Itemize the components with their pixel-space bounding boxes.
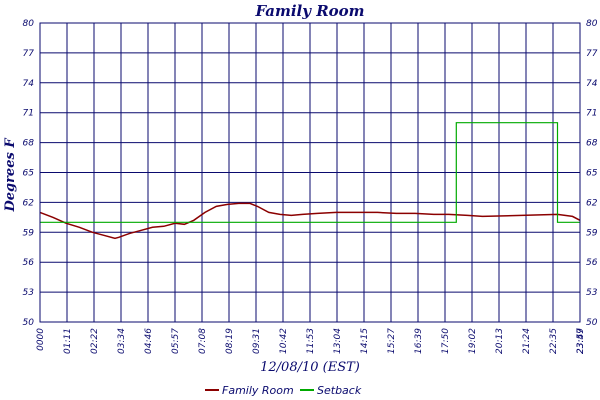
x-axis: 0000 01:11 02:22 03:34 04:46 05:57 07:08 08:19 0… [36,328,586,354]
legend-label: Setback [317,384,362,397]
plot-frame [39,22,581,323]
x-tick-label: 13:04 [333,328,343,354]
y-tick-label: 71 [23,109,34,119]
y-tick-label: 50 [23,318,35,328]
y-tick-label-right: 50 [586,318,598,328]
y-tick-label: 56 [23,258,35,268]
x-tick-label: 10:42 [279,328,289,354]
y-tick-label-right: 65 [586,169,598,179]
x-tick-label: 23:59 [576,328,586,354]
y-tick-label: 53 [23,288,35,298]
legend-label: Family Room [222,384,294,397]
y-tick-label: 68 [23,139,35,149]
y-tick-label-right: 74 [586,79,598,89]
x-tick-label: 21:24 [522,328,532,354]
x-tick-label: 11:53 [306,328,316,354]
x-tick-label: 07:08 [198,328,208,354]
x-tick-label: 23:47 [576,328,586,354]
x-tick-label: 02:22 [90,328,100,354]
legend: Family Room Setback [205,384,362,397]
y-axis-label: Degrees F [3,138,18,213]
y-tick-label: 77 [23,49,35,59]
x-tick-label: 19:02 [468,328,478,354]
x-tick-label: 20:13 [495,328,505,354]
x-tick-label: 09:31 [252,328,262,354]
series-setback-line [40,122,580,223]
y-tick-label-right: 71 [586,109,597,119]
chart-title: Family Room [254,2,364,20]
x-tick-label: 03:34 [117,328,127,354]
y-tick-label-right: 56 [586,258,598,268]
y-tick-label: 65 [23,169,35,179]
x-tick-label: 04:46 [144,328,154,354]
x-axis-label: 12/08/10 (EST) [260,360,360,375]
y-tick-label: 62 [23,198,35,208]
x-tick-label: 05:57 [171,328,181,354]
y-axis-right: 50 53 56 59 62 65 68 71 74 77 80 [586,19,598,328]
y-tick-label: 59 [23,228,35,238]
x-tick-label: 14:15 [360,328,370,354]
y-tick-label-right: 68 [586,139,598,149]
x-tick-label: 08:19 [225,328,235,354]
plot-series [39,122,581,240]
x-tick-label: 15:27 [387,328,397,354]
x-tick-label: 01:11 [63,328,73,354]
x-tick-label: 16:39 [414,328,424,354]
y-tick-label-right: 62 [586,198,598,208]
y-axis-left: 50 53 56 59 62 65 68 71 74 77 80 [23,19,35,328]
y-tick-label-right: 80 [586,19,598,29]
x-tick-label: 17:50 [441,328,451,354]
plot-grid [39,22,581,323]
y-tick-label-right: 77 [586,49,598,59]
x-tick-label: 22:35 [549,328,559,354]
series-family-room-line [39,202,581,240]
x-tick-label: 0000 [36,328,46,351]
y-tick-label: 80 [23,19,35,29]
y-tick-label-right: 59 [586,228,598,238]
y-tick-label-right: 53 [586,288,598,298]
y-tick-label: 74 [23,79,35,89]
